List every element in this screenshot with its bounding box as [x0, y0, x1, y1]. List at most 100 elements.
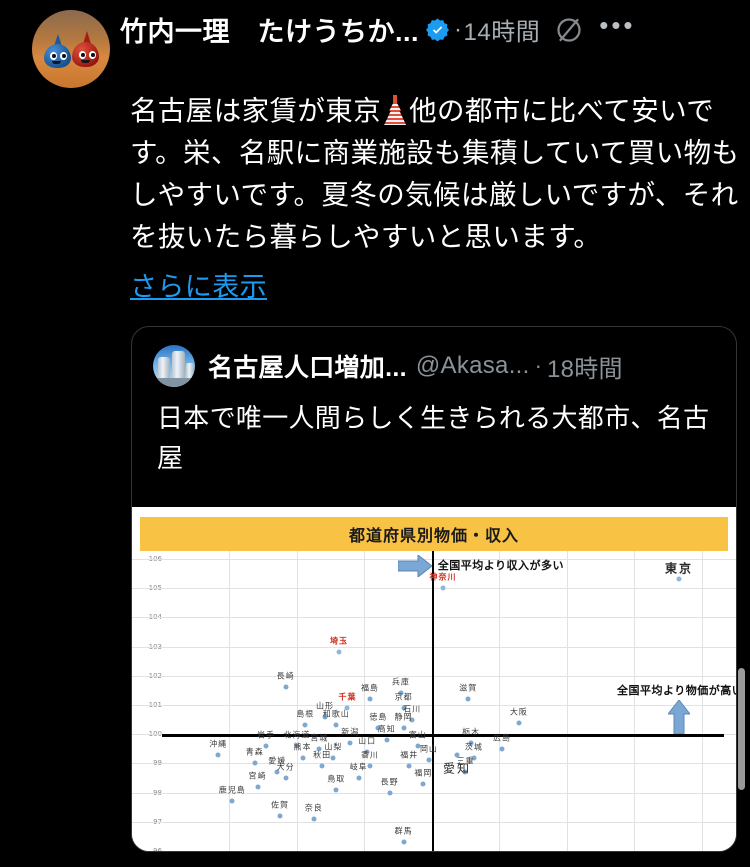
chart-title-banner: 都道府県別物価・収入 [140, 517, 728, 551]
chart-data-point [283, 775, 289, 781]
chart-point-label: 大阪 [509, 707, 528, 717]
chart-data-point [330, 755, 336, 761]
chart-gridline-v [566, 551, 568, 851]
chart-data-point [426, 757, 432, 763]
chart-data-point [336, 649, 342, 655]
chart-data-point [316, 746, 322, 752]
vertical-scrollbar[interactable] [738, 668, 745, 790]
quoted-tweet-card[interactable]: 名古屋人口増加... @Akasa... · 18時間 日本で唯一人間らしく生き… [131, 326, 737, 852]
chart-point-label: 長崎 [276, 671, 295, 681]
chart-data-point [294, 743, 300, 749]
chart-data-point [387, 790, 393, 796]
chart-point-label: 宮崎 [248, 771, 267, 781]
chart-point-label: 島根 [296, 709, 315, 719]
chart-data-point [420, 781, 426, 787]
chart-data-point [364, 749, 370, 755]
chart-data-point [415, 743, 421, 749]
tweet-body: 名古屋は家賃が東京 他の都市に比べて安いです。栄、名駅に商業施設も集積していて買い… [0, 88, 750, 304]
chart-point-label: 秋田 [313, 750, 332, 760]
chart-data-point [277, 813, 283, 819]
chart-average-income-line [162, 734, 724, 737]
chart-data-point [263, 743, 269, 749]
chart-data-point [367, 696, 373, 702]
more-options-icon[interactable]: ••• [599, 10, 636, 40]
chart-point-label: 岩手 [256, 730, 275, 740]
chart-gridline-v [296, 551, 298, 851]
chart-data-point [440, 585, 446, 591]
chart-data-point [409, 717, 415, 723]
chart-point-label: 千葉 [338, 692, 357, 702]
quoted-timestamp[interactable]: 18時間 [546, 355, 623, 383]
chart-point-label: 高知 [377, 724, 396, 734]
chart-data-point [302, 722, 308, 728]
chart-point-label: 和歌山 [322, 709, 350, 719]
avatar[interactable] [32, 10, 110, 88]
quoted-avatar[interactable] [153, 345, 195, 387]
tweet-text-part1: 名古屋は家賃が東京 [130, 95, 382, 127]
chart-point-label: 広島 [493, 733, 511, 743]
chart-y-axis: 96 97 98 99 100 101 102 103 104 105 106 [132, 551, 162, 851]
chart-average-price-line [431, 551, 435, 851]
tweet-text-part3: です。栄、名駅に商業施設も集積していて買い物もしやすいです。夏冬の気候は厳しいで… [130, 95, 740, 253]
chart-point-label: 兵庫 [391, 677, 410, 687]
chart-point-label: 鳥取 [327, 774, 346, 784]
tokyo-tower-emoji [384, 95, 407, 125]
chart-data-point [255, 784, 261, 790]
chart-point-label: 奈良 [304, 803, 323, 813]
chart-data-point [471, 755, 477, 761]
chart-point-label: 佐賀 [271, 800, 290, 810]
chart-data-point [516, 720, 522, 726]
tweet-text: 名古屋は家賃が東京 他の都市に比べて安いです。栄、名駅に商業施設も集積していて買い… [130, 90, 740, 258]
chart-data-point [333, 787, 339, 793]
chart-point-label: 石川 [403, 704, 422, 714]
chart-data-point [676, 576, 682, 582]
chart-gridline-v [634, 551, 636, 851]
circle-slash-icon[interactable] [555, 16, 583, 44]
chart-data-point [468, 740, 474, 746]
chart-point-label: 長野 [380, 777, 399, 787]
chart-point-label: 福島 [360, 683, 379, 693]
chart-point-label: 神奈川 [429, 572, 457, 582]
chart-data-point [252, 760, 258, 766]
chart-data-point [215, 752, 221, 758]
quoted-tweet-body: 日本で唯一人間らしく生きられる大都市、名古屋 [132, 387, 736, 493]
chart-data-point [401, 705, 407, 711]
chart-point-label: 岐阜 [349, 762, 368, 772]
chart-data-point [344, 705, 350, 711]
quoted-handle[interactable]: @Akasa... [415, 352, 530, 379]
chart-image[interactable]: 都道府県別物価・収入 96 97 98 99 100 101 102 103 104 105 106… [132, 507, 736, 851]
chart-data-point [356, 775, 362, 781]
tweet-meta-separator: · [454, 15, 463, 43]
chart-data-point [322, 714, 328, 720]
chart-point-label: 栃木 [462, 727, 481, 737]
tweet-text-part2: 他の都市に比べて安い [409, 95, 687, 127]
chart-data-point [300, 755, 305, 761]
display-name[interactable]: 竹内一理 たけうちか... [120, 17, 420, 47]
right-arrow-icon [397, 555, 432, 577]
quoted-separator: · [534, 353, 542, 378]
chart-point-label: 香川 [360, 750, 379, 760]
chart-y-tick-label: 96 [153, 847, 162, 851]
chart-point-label: 大分 [276, 762, 295, 772]
quoted-display-name[interactable]: 名古屋人口増加... [208, 354, 407, 382]
chart-data-point [367, 763, 373, 769]
show-more-link[interactable]: さらに表示 [130, 272, 267, 303]
chart-point-label: 山梨 [324, 742, 343, 752]
tweet-timestamp[interactable]: 14時間 [463, 19, 541, 46]
chart-point-label: 茨城 [464, 742, 483, 752]
chart-annotation-income: 全国平均より収入が多い [437, 559, 565, 572]
chart-point-label: 北海道 [283, 730, 311, 740]
chart-data-point [375, 725, 381, 731]
chart-data-point [347, 740, 353, 746]
chart-data-point [454, 752, 460, 758]
chart-data-point [398, 690, 404, 696]
chart-point-label: 東京 [665, 561, 694, 576]
chart-data-point [384, 737, 390, 743]
chart-point-label: 群馬 [394, 826, 413, 836]
chart-plot-area: 96 97 98 99 100 101 102 103 104 105 106 東京 神奈川 埼玉 長崎福… [132, 551, 736, 851]
chart-point-label: 新潟 [341, 727, 360, 737]
verified-badge-icon [426, 18, 450, 41]
chart-point-label: 青森 [245, 747, 264, 757]
chart-data-point [499, 746, 505, 752]
